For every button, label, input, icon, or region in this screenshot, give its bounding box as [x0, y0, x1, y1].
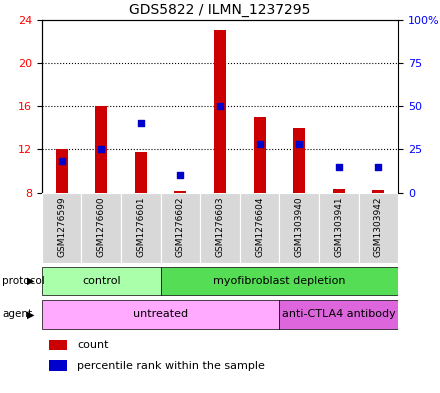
Bar — [135, 151, 147, 193]
Point — [256, 141, 263, 147]
Bar — [359, 193, 398, 263]
Bar — [49, 360, 67, 371]
Text: GSM1276599: GSM1276599 — [57, 196, 66, 257]
Text: GSM1303942: GSM1303942 — [374, 196, 383, 257]
Bar — [240, 193, 279, 263]
Text: myofibroblast depletion: myofibroblast depletion — [213, 276, 346, 286]
Bar — [293, 128, 305, 193]
Bar — [121, 193, 161, 263]
Text: agent: agent — [2, 309, 32, 320]
Point — [216, 103, 224, 109]
Point — [137, 120, 144, 127]
Bar — [49, 340, 67, 350]
Bar — [279, 193, 319, 263]
Text: control: control — [82, 276, 121, 286]
Bar — [214, 31, 226, 193]
Text: ▶: ▶ — [27, 276, 35, 286]
Text: GSM1303940: GSM1303940 — [295, 196, 304, 257]
Bar — [200, 193, 240, 263]
Point — [58, 158, 65, 165]
Point — [335, 163, 342, 170]
Text: GSM1276602: GSM1276602 — [176, 196, 185, 257]
Bar — [42, 267, 161, 295]
Bar — [95, 106, 107, 193]
Text: percentile rank within the sample: percentile rank within the sample — [77, 360, 265, 371]
Point — [98, 146, 105, 152]
Bar — [161, 267, 398, 295]
Bar — [81, 193, 121, 263]
Text: GSM1276604: GSM1276604 — [255, 196, 264, 257]
Bar — [56, 149, 68, 193]
Title: GDS5822 / ILMN_1237295: GDS5822 / ILMN_1237295 — [129, 3, 311, 17]
Bar — [279, 300, 398, 329]
Bar — [372, 190, 385, 193]
Bar — [161, 193, 200, 263]
Text: GSM1276600: GSM1276600 — [97, 196, 106, 257]
Text: GSM1276601: GSM1276601 — [136, 196, 145, 257]
Text: ▶: ▶ — [27, 309, 35, 320]
Point — [375, 163, 382, 170]
Text: untreated: untreated — [133, 309, 188, 320]
Bar — [319, 193, 359, 263]
Text: anti-CTLA4 antibody: anti-CTLA4 antibody — [282, 309, 396, 320]
Bar — [42, 193, 81, 263]
Bar — [333, 189, 345, 193]
Text: protocol: protocol — [2, 276, 45, 286]
Bar — [253, 117, 266, 193]
Point — [177, 172, 184, 178]
Text: GSM1276603: GSM1276603 — [216, 196, 224, 257]
Bar — [42, 300, 279, 329]
Text: count: count — [77, 340, 109, 350]
Bar — [175, 191, 187, 193]
Point — [296, 141, 303, 147]
Text: GSM1303941: GSM1303941 — [334, 196, 343, 257]
